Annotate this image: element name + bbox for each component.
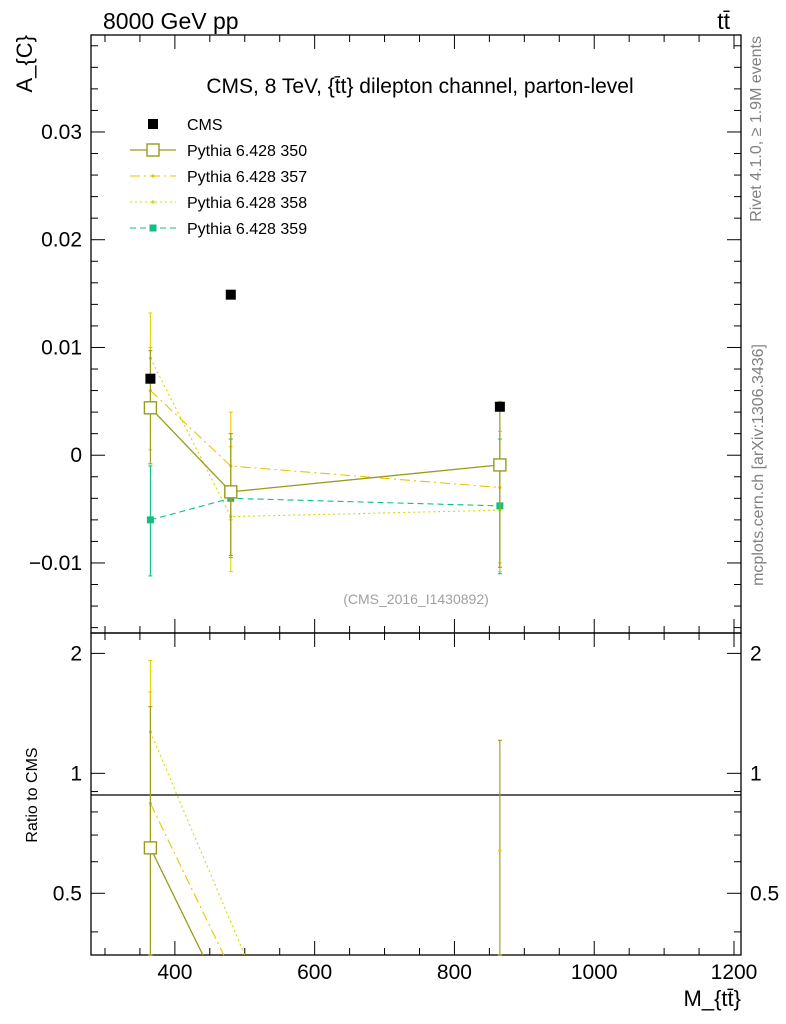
- ratio-y-tick-label: 0.5: [53, 882, 82, 905]
- series-line-359: [150, 497, 500, 521]
- ratio-line-350: [149, 847, 204, 956]
- series-line-357: [150, 390, 500, 489]
- y-axis-label: A_{C}: [12, 35, 37, 93]
- rivet-label: Rivet 4.1.0, ≥ 1.9M events: [748, 36, 765, 222]
- main-y-tick-labels: 0.03 0.02 0.01 0 −0.01: [29, 121, 82, 575]
- ratio-y-tick-label-right: 2: [750, 642, 762, 665]
- legend-marker: [151, 174, 155, 178]
- series-line-358: [149, 357, 500, 518]
- x-tick-label: 800: [437, 961, 472, 984]
- header-left: 8000 GeV pp: [103, 8, 239, 34]
- legend-label: Pythia 6.428 350: [187, 143, 307, 160]
- y-tick-label: 0.03: [41, 121, 82, 144]
- y-tick-label: 0.01: [41, 336, 82, 359]
- y-tick-label: −0.01: [29, 552, 82, 575]
- ratio-panel: Ratio to CMS 2 2 1 1 0.5 0.5: [24, 632, 779, 956]
- main-series: [143, 289, 507, 577]
- x-tick-labels: 400 600 800 1000 1200: [157, 961, 757, 984]
- ratio-series: [143, 659, 502, 956]
- analysis-watermark: (CMS_2016_I1430892): [343, 591, 489, 607]
- ratio-point: [498, 848, 502, 853]
- ratio-y-tick-label-right: 1: [750, 762, 762, 785]
- ratio-y-tick-label-right: 0.5: [750, 882, 779, 905]
- legend-label: CMS: [187, 117, 223, 134]
- ratio-frame: [90, 632, 742, 956]
- data-point-350: [143, 401, 158, 415]
- ratio-y-tick-label: 1: [70, 762, 82, 785]
- data-point-cms: [225, 289, 236, 300]
- x-tick-label: 400: [157, 961, 192, 984]
- legend: CMS Pythia 6.428 350 Pythia 6.428 357 Pythi…: [130, 117, 307, 238]
- ratio-y-tick-labels: 2 2 1 1 0.5 0.5: [53, 642, 779, 905]
- ratio-y-axis-label: Ratio to CMS: [24, 747, 41, 842]
- x-tick-label: 1000: [571, 961, 618, 984]
- x-tick-label: 600: [297, 961, 332, 984]
- data-point-359: [146, 516, 154, 524]
- data-point-350: [493, 458, 507, 472]
- legend-marker: [151, 200, 155, 204]
- mcplots-label: mcplots.cern.ch [arXiv:1306.3436]: [750, 344, 767, 586]
- x-tick-label: 1200: [711, 961, 758, 984]
- series-line-350: [149, 407, 500, 493]
- ratio-line-357: [149, 803, 225, 956]
- legend-marker: [146, 143, 160, 157]
- main-panel: CMS, 8 TeV, {t̄t} dilepton channel, part…: [12, 34, 742, 634]
- legend-marker: [149, 224, 157, 232]
- data-point-cms: [145, 373, 156, 384]
- data-point-cms: [494, 401, 505, 412]
- legend-label: Pythia 6.428 359: [187, 221, 307, 238]
- y-tick-label: 0: [70, 444, 82, 467]
- legend-label: Pythia 6.428 357: [187, 169, 307, 186]
- x-axis-label: M_{tt̄}: [684, 986, 741, 1011]
- ratio-y-tick-label: 2: [70, 642, 82, 665]
- main-ticks: [91, 35, 741, 633]
- legend-label: Pythia 6.428 358: [187, 195, 307, 212]
- ratio-ticks: [91, 633, 741, 955]
- data-point-350: [224, 485, 238, 499]
- plot-title: CMS, 8 TeV, {t̄t} dilepton channel, part…: [206, 75, 633, 98]
- ratio-point-350: [143, 841, 158, 855]
- ratio-line-358: [149, 731, 246, 956]
- y-tick-label: 0.02: [41, 229, 82, 252]
- legend-marker-cms: [148, 119, 158, 129]
- header-right: tt̄: [717, 8, 730, 34]
